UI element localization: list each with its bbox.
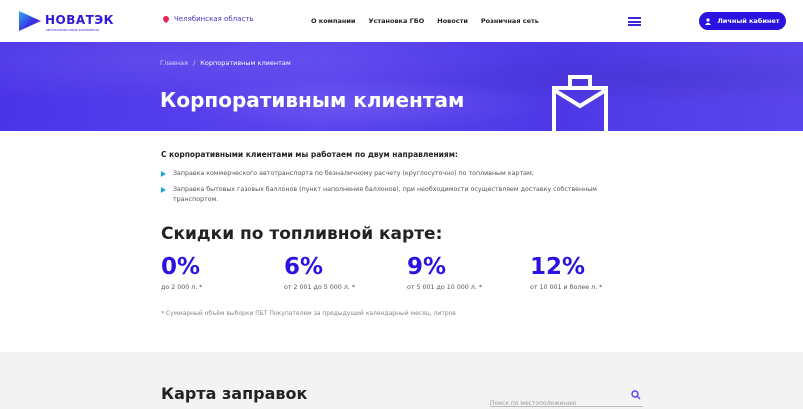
nav-about[interactable]: О компании bbox=[311, 17, 356, 25]
logo-subtitle: АВТОЗАПРАВОЧНЫЕ КОМПЛЕКСЫ bbox=[46, 28, 99, 32]
intro-lead: С корпоративными клиентами мы работаем п… bbox=[161, 150, 458, 159]
personal-account-label: Личный кабинет bbox=[717, 17, 780, 25]
discount-label: от 5 001 до 10 000 л. * bbox=[407, 284, 482, 291]
nav-gbo[interactable]: Установка ГБО bbox=[368, 17, 425, 25]
logo-text[interactable]: НОВАТЭК bbox=[45, 13, 114, 27]
search-icon[interactable] bbox=[631, 390, 641, 400]
discount-item: 6% от 2 001 до 5 000 л. * bbox=[284, 254, 404, 291]
discount-label: от 10 001 и более л. * bbox=[530, 284, 603, 291]
briefcase-icon bbox=[552, 75, 608, 131]
discount-item: 9% от 5 001 до 10 000 л. * bbox=[407, 254, 527, 291]
breadcrumb: Главная / Корпоративным клиентам bbox=[160, 59, 291, 67]
hero-banner: Главная / Корпоративным клиентам Корпора… bbox=[0, 42, 803, 131]
discount-value: 12% bbox=[530, 254, 586, 280]
user-icon bbox=[705, 17, 712, 25]
list-item: Заправка коммерческого автотранспорта по… bbox=[161, 169, 621, 179]
discounts-title: Скидки по топливной карте: bbox=[161, 224, 443, 244]
region-selector[interactable]: Челябинская область bbox=[161, 14, 254, 24]
list-item: Заправка бытовых газовых баллонов (пункт… bbox=[161, 185, 621, 205]
location-search-input[interactable] bbox=[490, 400, 620, 407]
logo-icon[interactable] bbox=[17, 9, 43, 33]
discount-item: 12% от 10 001 и более л. * bbox=[530, 254, 650, 291]
intro-section: С корпоративными клиентами мы работаем п… bbox=[161, 150, 621, 205]
location-search bbox=[490, 390, 643, 407]
breadcrumb-separator: / bbox=[193, 59, 196, 67]
page-title: Корпоративным клиентам bbox=[160, 88, 465, 112]
discount-item: 0% до 2 000 л. * bbox=[161, 254, 281, 291]
nav-retail[interactable]: Розничная сеть bbox=[480, 17, 539, 25]
nav-news[interactable]: Новости bbox=[437, 17, 468, 25]
site-header: НОВАТЭК АВТОЗАПРАВОЧНЫЕ КОМПЛЕКСЫ Челяби… bbox=[0, 0, 803, 42]
location-pin-icon bbox=[161, 14, 171, 24]
map-section: Карта заправок bbox=[0, 352, 803, 409]
personal-account-button[interactable]: Личный кабинет bbox=[699, 12, 786, 30]
discount-value: 9% bbox=[407, 254, 447, 280]
discount-value: 6% bbox=[284, 254, 324, 280]
map-title: Карта заправок bbox=[161, 384, 308, 403]
breadcrumb-home[interactable]: Главная bbox=[160, 59, 189, 67]
breadcrumb-current: Корпоративным клиентам bbox=[200, 59, 291, 67]
main-nav: О компании Установка ГБО Новости Розничн… bbox=[311, 17, 539, 25]
discount-label: до 2 000 л. * bbox=[161, 284, 203, 291]
discount-footnote: * Суммарный объём выборки ПБТ Покупателе… bbox=[161, 310, 456, 317]
menu-icon[interactable] bbox=[628, 17, 641, 26]
region-label: Челябинская область bbox=[174, 15, 254, 23]
discount-value: 0% bbox=[161, 254, 201, 280]
discount-label: от 2 001 до 5 000 л. * bbox=[284, 284, 355, 291]
